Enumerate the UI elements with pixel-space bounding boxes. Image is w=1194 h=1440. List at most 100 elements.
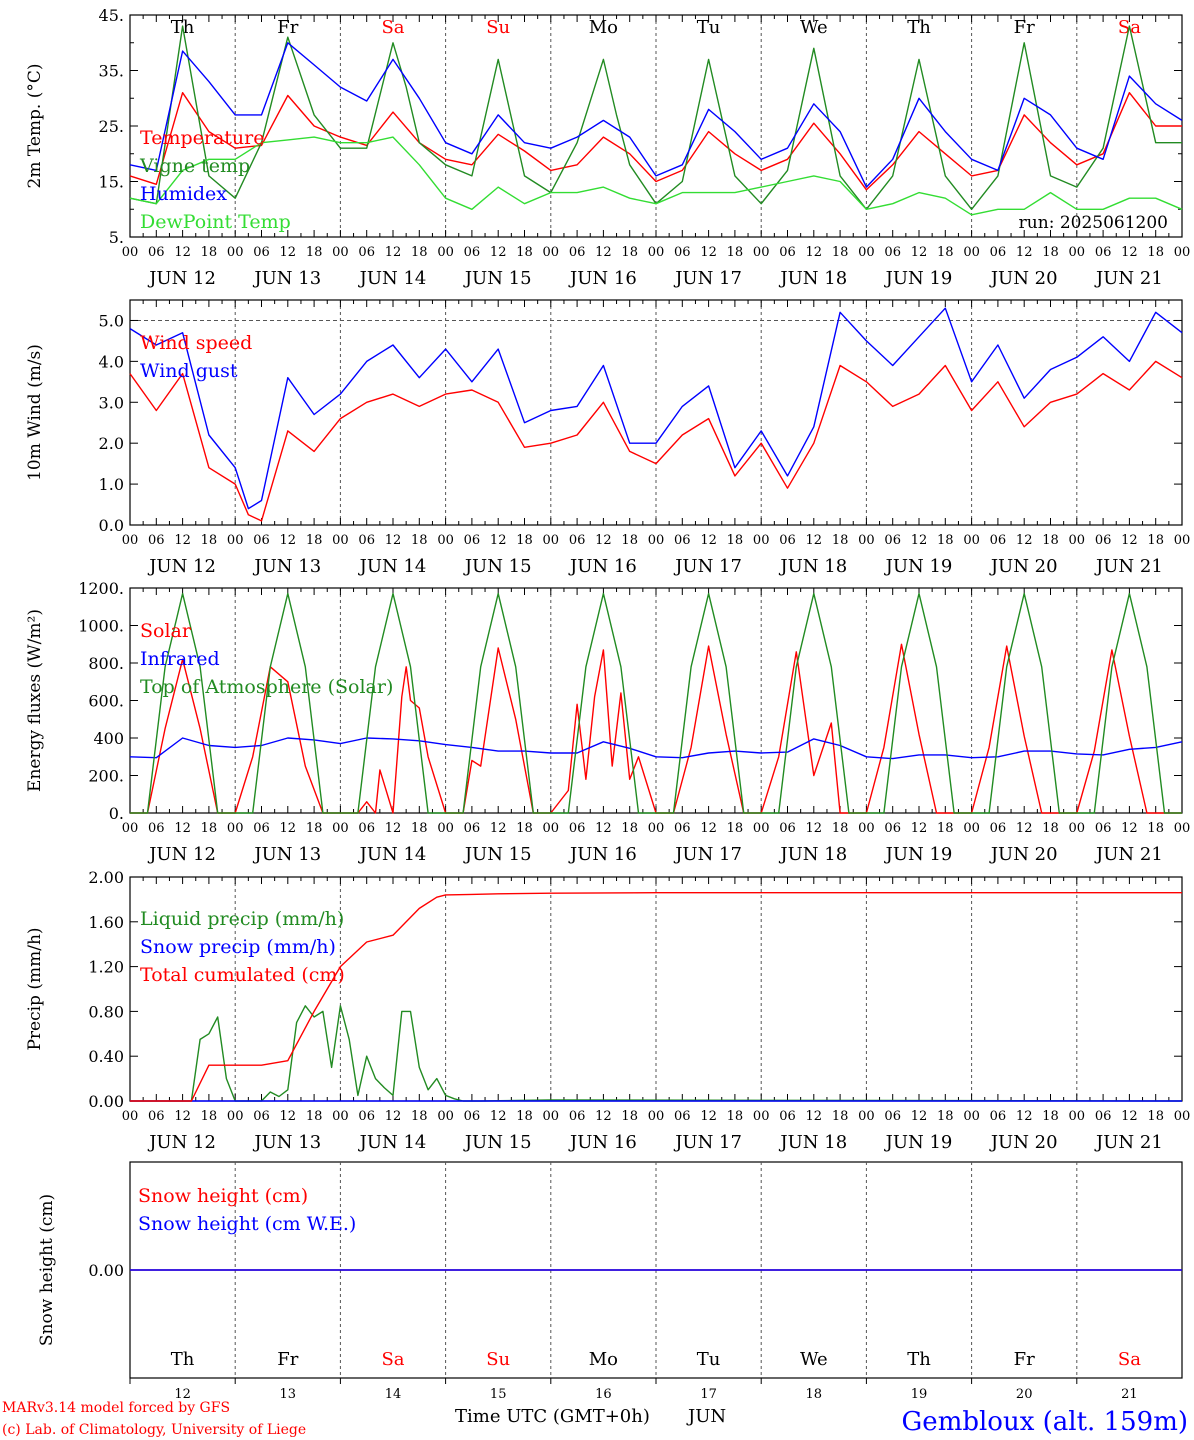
run-label: run: 2025061200 <box>1019 213 1168 233</box>
hour-tick-label: 18 <box>411 821 428 836</box>
weekday-label: Mo <box>589 17 618 38</box>
series-liquid-precip-mm-h <box>130 1005 1183 1102</box>
day-number-label: 16 <box>595 1387 612 1402</box>
hour-tick-label: 18 <box>201 245 218 260</box>
y-axis-title: Precip (mm/h) <box>25 927 45 1050</box>
hour-tick-label: 06 <box>253 245 270 260</box>
hour-tick-label: 18 <box>1147 533 1164 548</box>
hour-tick-label: 12 <box>700 821 717 836</box>
hour-tick-label: 06 <box>569 245 586 260</box>
hour-tick-label: 00 <box>227 245 244 260</box>
hour-tick-label: 12 <box>595 1109 612 1124</box>
day-number-label: 17 <box>700 1387 717 1402</box>
hour-tick-label: 18 <box>832 821 849 836</box>
hour-tick-label: 00 <box>122 245 139 260</box>
hour-tick-label: 12 <box>1121 1109 1138 1124</box>
hour-tick-label: 00 <box>332 245 349 260</box>
date-label: JUN 12 <box>147 1132 216 1153</box>
y-tick-label: 0.40 <box>88 1047 124 1066</box>
day-number-label: 19 <box>911 1387 928 1402</box>
hour-tick-label: 18 <box>1042 1109 1059 1124</box>
legend-entry: Solar <box>140 620 192 642</box>
day-number-label: 14 <box>385 1387 402 1402</box>
date-label: JUN 21 <box>1094 844 1163 865</box>
hour-tick-label: 12 <box>806 245 823 260</box>
hour-tick-label: 12 <box>700 533 717 548</box>
weekday-label: Su <box>486 17 510 38</box>
hour-tick-label: 12 <box>280 1109 297 1124</box>
date-label: JUN 21 <box>1094 268 1163 289</box>
series-wind-speed <box>129 360 1183 522</box>
hour-tick-label: 06 <box>358 821 375 836</box>
hour-tick-label: 00 <box>1174 1109 1191 1124</box>
weekday-label: Sa <box>1118 1349 1141 1370</box>
hour-tick-label: 00 <box>543 533 560 548</box>
hour-tick-label: 12 <box>1121 533 1138 548</box>
hour-tick-label: 06 <box>358 533 375 548</box>
date-label: JUN 17 <box>673 268 742 289</box>
legend-entry: Wind speed <box>140 332 252 354</box>
hour-tick-label: 18 <box>411 245 428 260</box>
hour-tick-label: 00 <box>858 1109 875 1124</box>
weekday-label: Sa <box>381 17 404 38</box>
hour-tick-label: 18 <box>1042 533 1059 548</box>
weekday-label: Fr <box>277 1349 298 1370</box>
y-tick-label: 1200. <box>78 579 124 598</box>
weekday-label: Th <box>171 1349 195 1370</box>
date-label: JUN 18 <box>778 1132 847 1153</box>
weekday-label: Su <box>486 1349 510 1370</box>
hour-tick-label: 00 <box>963 245 980 260</box>
hour-tick-label: 06 <box>779 245 796 260</box>
station-title: Gembloux (alt. 159m) <box>902 1407 1188 1437</box>
date-label: JUN 16 <box>568 268 637 289</box>
hour-tick-label: 18 <box>727 245 744 260</box>
hour-tick-label: 12 <box>806 533 823 548</box>
legend-entry: Snow precip (mm/h) <box>140 936 336 958</box>
hour-tick-label: 12 <box>806 1109 823 1124</box>
weekday-label: Mo <box>589 1349 618 1370</box>
weekday-label: Th <box>907 1349 931 1370</box>
hour-tick-label: 12 <box>700 1109 717 1124</box>
date-label: JUN 16 <box>568 1132 637 1153</box>
legend-entry: Liquid precip (mm/h) <box>140 908 344 930</box>
hour-tick-label: 00 <box>963 533 980 548</box>
hour-tick-label: 06 <box>1095 1109 1112 1124</box>
hour-tick-label: 12 <box>1016 245 1033 260</box>
weekday-label: Fr <box>1014 17 1035 38</box>
hour-tick-label: 06 <box>884 821 901 836</box>
model-credit-line2: (c) Lab. of Climatology, University of L… <box>2 1422 306 1438</box>
hour-tick-label: 12 <box>806 821 823 836</box>
hour-tick-label: 00 <box>543 1109 560 1124</box>
hour-tick-label: 12 <box>490 245 507 260</box>
hour-tick-label: 00 <box>227 1109 244 1124</box>
date-label: JUN 19 <box>884 844 953 865</box>
y-tick-label: 3.0 <box>99 393 124 412</box>
weekday-label: Fr <box>277 17 298 38</box>
y-tick-label: 1.60 <box>88 913 124 932</box>
hour-tick-label: 12 <box>1016 821 1033 836</box>
legend-entry: Humidex <box>140 183 227 205</box>
hour-tick-label: 18 <box>201 821 218 836</box>
hour-tick-label: 18 <box>1147 1109 1164 1124</box>
legend-entry: Infrared <box>140 648 220 670</box>
legend-entry: Snow height (cm W.E.) <box>138 1213 356 1235</box>
hour-tick-label: 18 <box>1042 821 1059 836</box>
hour-tick-label: 06 <box>148 245 165 260</box>
hour-tick-label: 12 <box>280 533 297 548</box>
hour-tick-label: 18 <box>306 821 323 836</box>
date-label: JUN 13 <box>252 844 321 865</box>
hour-tick-label: 18 <box>727 1109 744 1124</box>
day-number-label: 12 <box>174 1387 191 1402</box>
date-label: JUN 13 <box>252 556 321 577</box>
date-label: JUN 13 <box>252 268 321 289</box>
hour-tick-label: 06 <box>464 245 481 260</box>
hour-tick-label: 18 <box>727 533 744 548</box>
hour-tick-label: 00 <box>753 1109 770 1124</box>
legend-entry: Total cumulated (cm) <box>140 964 345 986</box>
hour-tick-label: 00 <box>1069 1109 1086 1124</box>
y-tick-label: 2.00 <box>88 868 124 887</box>
plot-frame-2 <box>129 299 1183 526</box>
hour-tick-label: 06 <box>148 1109 165 1124</box>
y-tick-label: 200. <box>88 767 124 786</box>
hour-tick-label: 18 <box>1147 245 1164 260</box>
